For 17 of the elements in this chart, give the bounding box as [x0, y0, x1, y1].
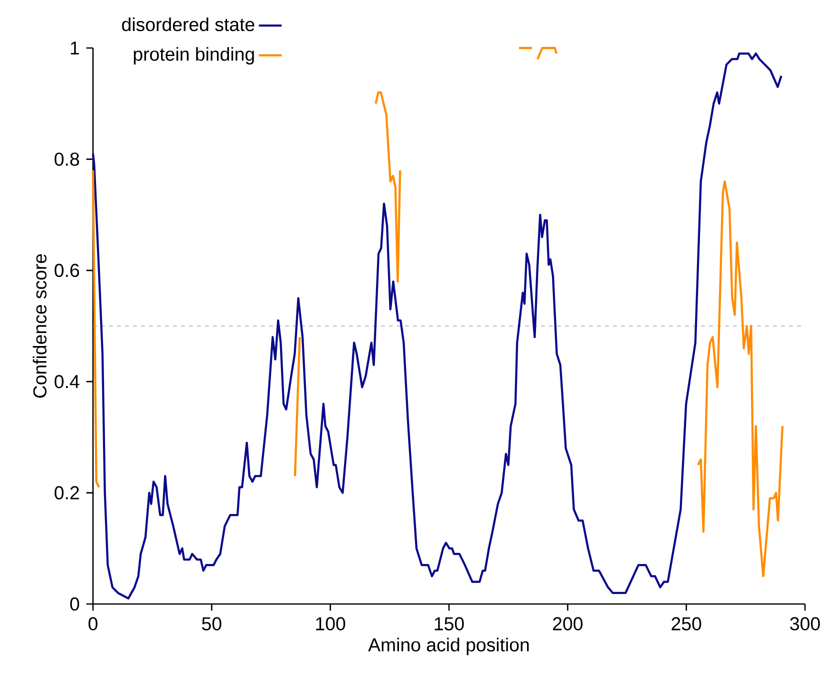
legend-label: protein binding	[134, 47, 254, 65]
y-tick-label: 1	[70, 42, 79, 54]
y-tick-label: 0.6	[54, 264, 80, 278]
x-tick-label: 0	[88, 617, 98, 630]
y-tick-label: 0.4	[54, 374, 80, 388]
x-tick-label: 250	[672, 617, 702, 630]
y-axis-title: Confidence score	[32, 254, 47, 398]
x-tick-label: 150	[434, 617, 464, 630]
y-tick-label: 0.8	[54, 152, 80, 166]
legend-label: disordered state	[122, 17, 254, 32]
x-tick-label: 100	[316, 617, 346, 630]
x-axis-title: Amino acid position	[368, 638, 529, 656]
y-tick-label: 0	[70, 597, 80, 611]
x-tick-label: 200	[553, 617, 583, 630]
x-tick-label: 50	[202, 617, 222, 630]
x-tick-label: 300	[790, 617, 820, 630]
y-tick-label: 0.2	[54, 486, 79, 500]
